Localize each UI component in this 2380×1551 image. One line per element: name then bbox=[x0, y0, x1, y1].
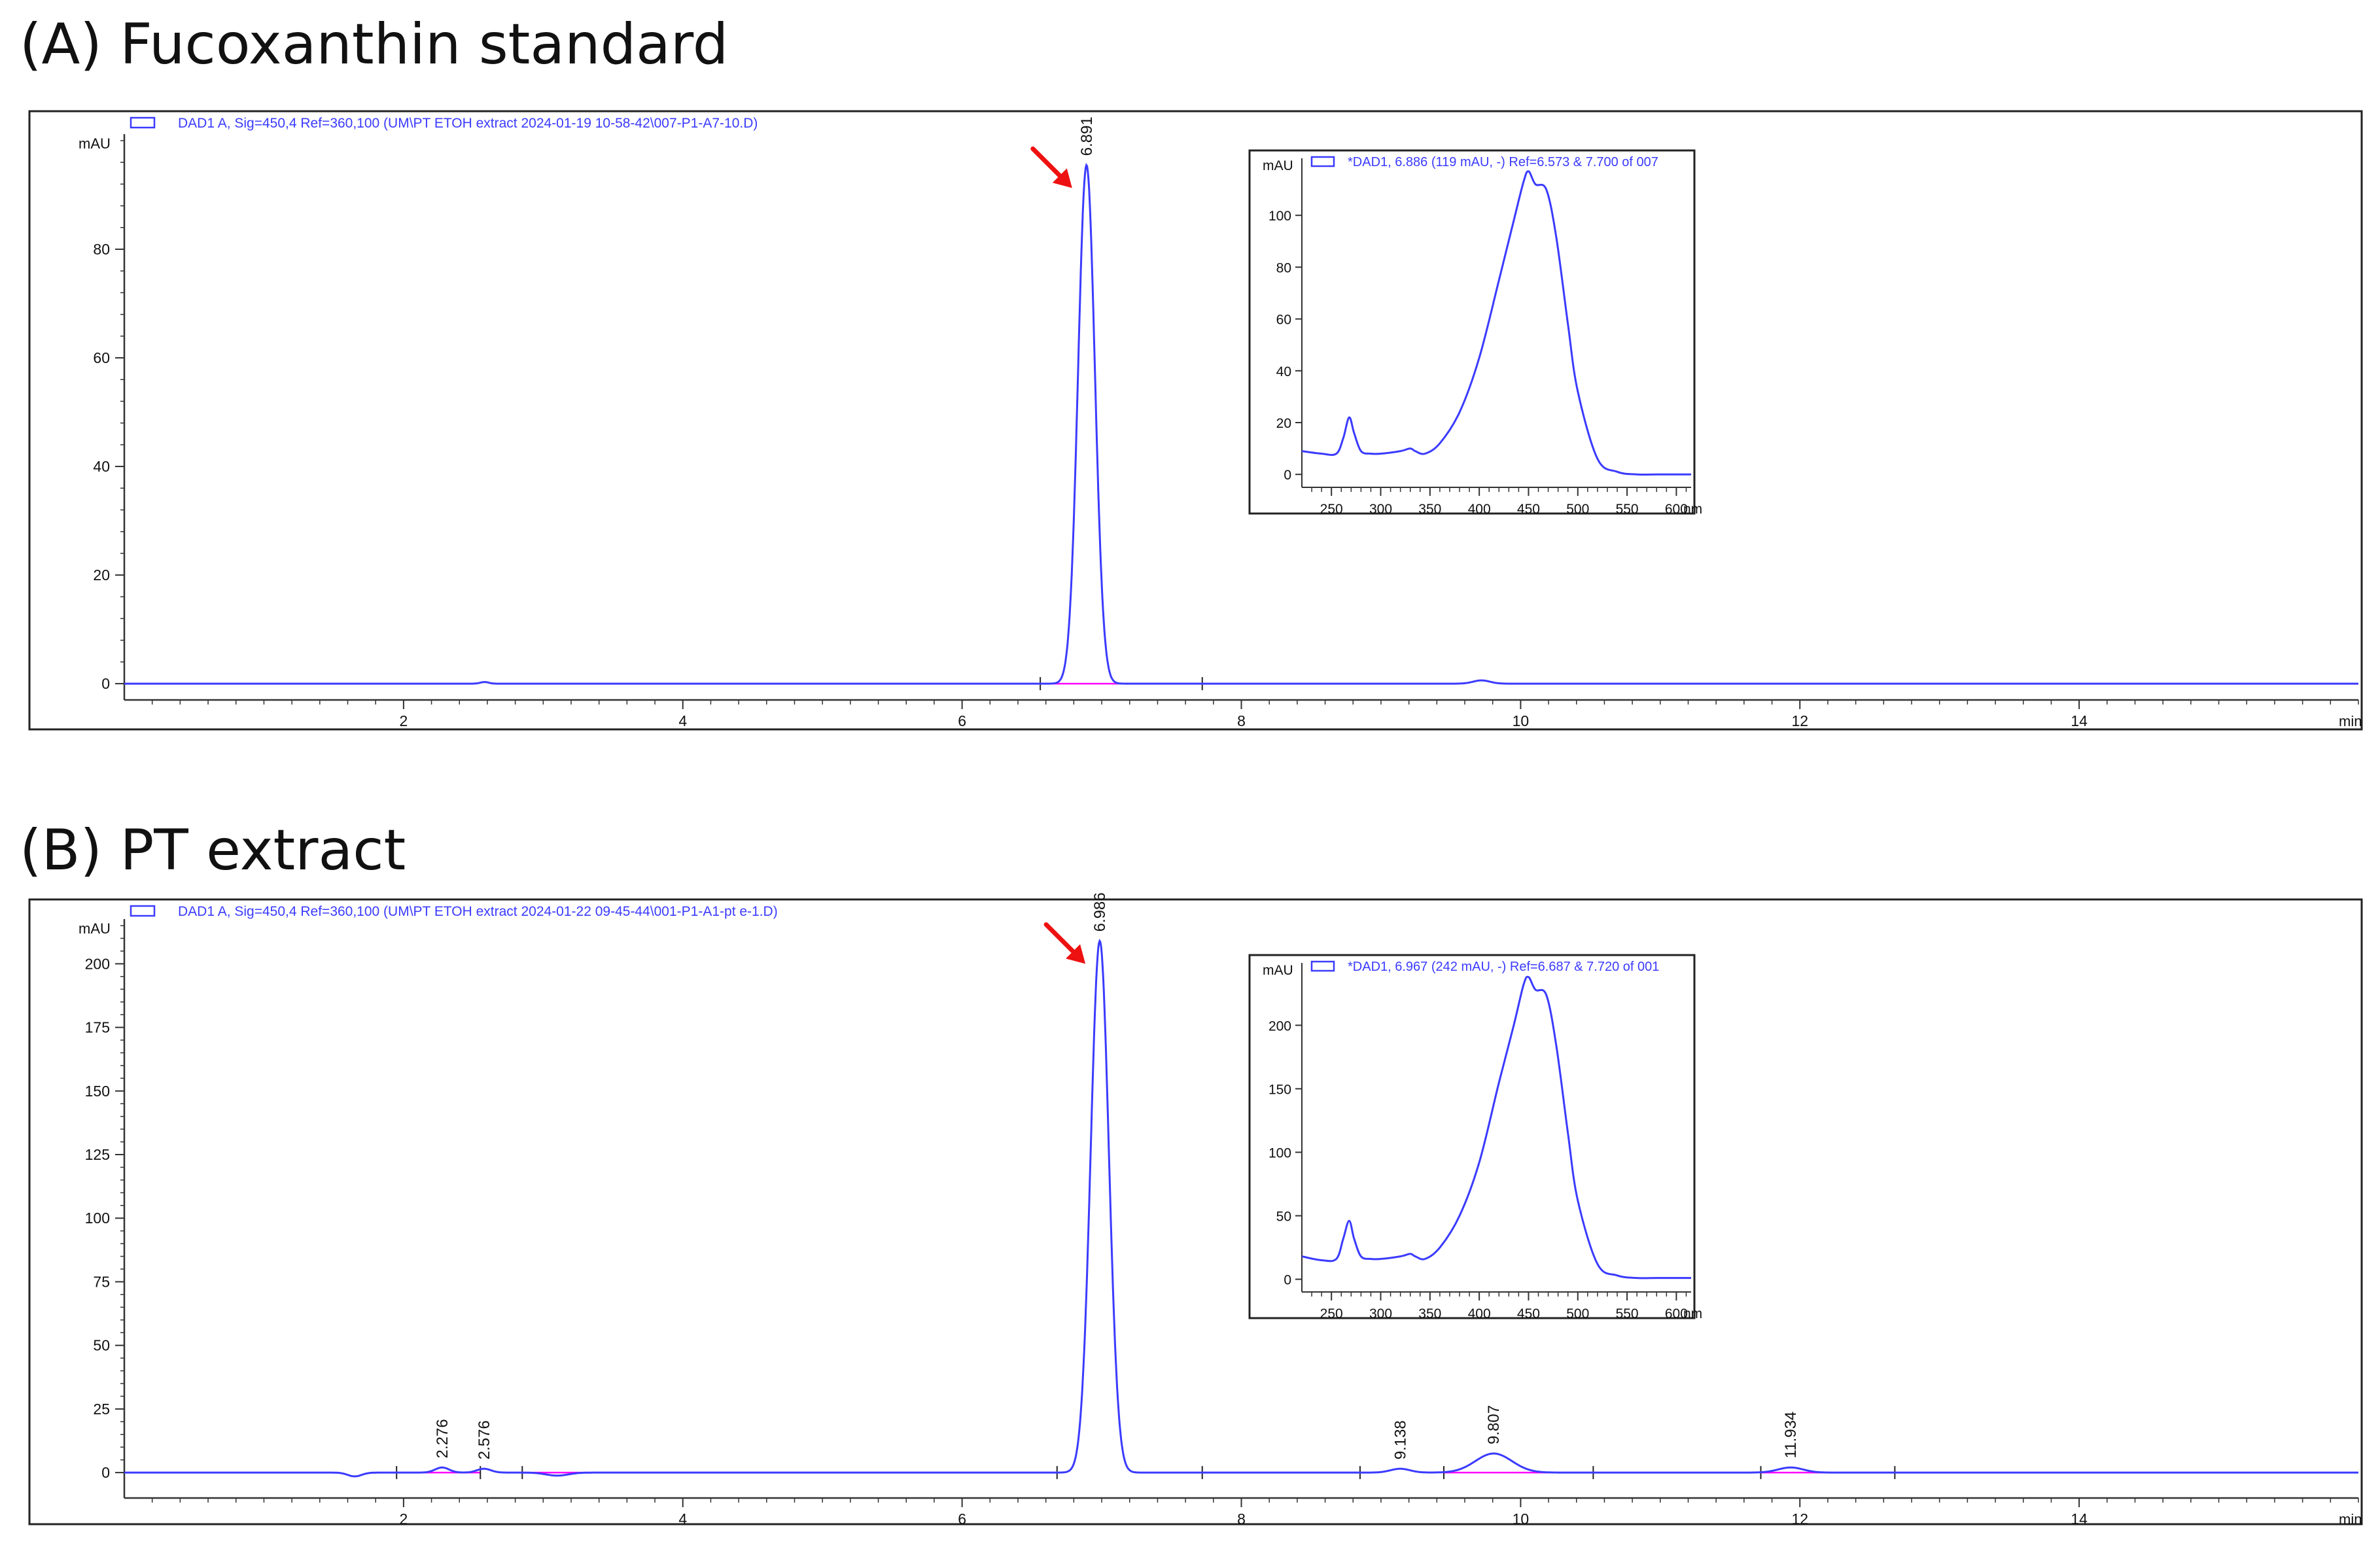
peak-label: 11.934 bbox=[1782, 1412, 1800, 1459]
y-tick-label: 50 bbox=[93, 1337, 110, 1354]
inset-y-axis-unit: mAU bbox=[1263, 158, 1293, 173]
y-tick-label: 125 bbox=[85, 1146, 110, 1163]
chromatogram-panel-b: DAD1 A, Sig=450,4 Ref=360,100 (UM\PT ETO… bbox=[28, 892, 2363, 1527]
y-tick-label: 100 bbox=[85, 1210, 110, 1227]
y-tick-label: 80 bbox=[93, 241, 110, 258]
peak-label: 9.807 bbox=[1485, 1405, 1503, 1444]
inset-x-tick-label: 400 bbox=[1468, 502, 1491, 517]
y-tick-label: 75 bbox=[93, 1273, 110, 1290]
y-tick-label: 0 bbox=[101, 675, 110, 692]
legend-swatch bbox=[130, 905, 156, 917]
x-tick-label: 6 bbox=[958, 1510, 966, 1527]
peak-label: 6.986 bbox=[1091, 892, 1109, 932]
inset-x-tick-label: 250 bbox=[1320, 502, 1343, 517]
y-tick-label: 40 bbox=[93, 458, 110, 475]
inset-x-tick-label: 250 bbox=[1320, 1306, 1343, 1321]
x-tick-label: 10 bbox=[1513, 1510, 1530, 1527]
inset-x-tick-label: 300 bbox=[1369, 502, 1392, 517]
x-tick-label: 12 bbox=[1791, 712, 1808, 729]
inset-x-tick-label: 600 bbox=[1665, 502, 1688, 517]
inset-x-tick-label: 550 bbox=[1616, 502, 1639, 517]
inset-x-tick-label: 450 bbox=[1517, 1306, 1540, 1321]
x-tick-label: 6 bbox=[958, 712, 966, 729]
inset-y-tick-label: 50 bbox=[1276, 1210, 1291, 1225]
panel-a-title: (A) Fucoxanthin standard bbox=[20, 12, 729, 77]
uv-spectrum-line bbox=[1301, 975, 1691, 1280]
x-tick-label: 14 bbox=[2071, 1510, 2088, 1527]
y-tick-label: 0 bbox=[101, 1464, 110, 1481]
inset-x-tick-label: 400 bbox=[1468, 1306, 1491, 1321]
inset-legend-swatch bbox=[1310, 156, 1335, 167]
x-axis-unit: min bbox=[2339, 713, 2362, 729]
y-tick-label: 150 bbox=[85, 1083, 110, 1100]
x-tick-label: 8 bbox=[1237, 712, 1246, 729]
inset-x-tick-label: 500 bbox=[1566, 502, 1589, 517]
inset-legend-text: *DAD1, 6.967 (242 mAU, -) Ref=6.687 & 7.… bbox=[1348, 960, 1659, 974]
x-axis-unit: min bbox=[2339, 1511, 2362, 1527]
inset-y-tick-label: 40 bbox=[1276, 364, 1291, 379]
inset-legend-text: *DAD1, 6.886 (119 mAU, -) Ref=6.573 & 7.… bbox=[1348, 155, 1658, 169]
chromatogram-panel-a: DAD1 A, Sig=450,4 Ref=360,100 (UM\PT ETO… bbox=[28, 110, 2363, 731]
inset-frame bbox=[1248, 954, 1696, 1319]
inset-frame bbox=[1248, 149, 1696, 515]
inset-x-tick-label: 350 bbox=[1418, 1306, 1441, 1321]
y-tick-label: 25 bbox=[93, 1401, 110, 1418]
inset-y-axis-unit: mAU bbox=[1263, 963, 1293, 978]
peak-label: 2.576 bbox=[476, 1420, 493, 1459]
chromatogram-trace bbox=[124, 938, 2358, 1478]
peak-label: 6.891 bbox=[1078, 116, 1096, 156]
peak-arrow-head bbox=[1052, 168, 1072, 188]
peak-arrow-head bbox=[1066, 944, 1086, 964]
inset-y-tick-label: 0 bbox=[1284, 1273, 1291, 1288]
x-tick-label: 10 bbox=[1513, 712, 1530, 729]
uv-spectrum-inset: *DAD1, 6.886 (119 mAU, -) Ref=6.573 & 7.… bbox=[1248, 149, 1702, 517]
chromatogram-frame bbox=[28, 110, 2363, 731]
inset-y-tick-label: 150 bbox=[1269, 1082, 1291, 1097]
legend-swatch bbox=[130, 116, 156, 129]
legend-text: DAD1 A, Sig=450,4 Ref=360,100 (UM\PT ETO… bbox=[178, 904, 778, 919]
inset-x-tick-label: 500 bbox=[1566, 1306, 1589, 1321]
chromatogram-frame bbox=[28, 898, 2363, 1525]
inset-y-tick-label: 60 bbox=[1276, 313, 1291, 328]
inset-y-tick-label: 100 bbox=[1269, 1145, 1291, 1160]
y-tick-label: 200 bbox=[85, 955, 110, 972]
uv-spectrum-inset: *DAD1, 6.967 (242 mAU, -) Ref=6.687 & 7.… bbox=[1248, 954, 1702, 1321]
inset-y-tick-label: 80 bbox=[1276, 260, 1291, 275]
inset-legend-swatch bbox=[1310, 960, 1335, 972]
inset-x-axis-unit: nm bbox=[1683, 502, 1702, 517]
x-tick-label: 2 bbox=[399, 1510, 408, 1527]
x-tick-label: 14 bbox=[2071, 712, 2088, 729]
uv-spectrum-line bbox=[1301, 170, 1691, 476]
x-tick-label: 2 bbox=[399, 712, 408, 729]
y-tick-label: 175 bbox=[85, 1019, 110, 1036]
inset-x-tick-label: 450 bbox=[1517, 502, 1540, 517]
y-axis-unit: mAU bbox=[79, 135, 111, 152]
inset-x-tick-label: 300 bbox=[1369, 1306, 1392, 1321]
peak-label: 2.276 bbox=[434, 1419, 451, 1458]
x-tick-label: 8 bbox=[1237, 1510, 1246, 1527]
inset-x-axis-unit: nm bbox=[1683, 1306, 1702, 1321]
x-tick-label: 4 bbox=[678, 1510, 687, 1527]
panel-b-title: (B) PT extract bbox=[20, 818, 406, 883]
peak-label: 9.138 bbox=[1391, 1420, 1409, 1459]
x-tick-label: 12 bbox=[1791, 1510, 1808, 1527]
inset-x-tick-label: 550 bbox=[1616, 1306, 1639, 1321]
x-tick-label: 4 bbox=[678, 712, 687, 729]
inset-y-tick-label: 100 bbox=[1269, 209, 1291, 224]
inset-x-tick-label: 350 bbox=[1418, 502, 1441, 517]
inset-y-tick-label: 0 bbox=[1284, 468, 1291, 483]
inset-x-tick-label: 600 bbox=[1665, 1306, 1688, 1321]
y-tick-label: 20 bbox=[93, 566, 110, 584]
legend-text: DAD1 A, Sig=450,4 Ref=360,100 (UM\PT ETO… bbox=[178, 116, 758, 131]
y-axis-unit: mAU bbox=[79, 920, 111, 937]
y-tick-label: 60 bbox=[93, 349, 110, 366]
chromatogram-trace bbox=[124, 163, 2358, 685]
inset-y-tick-label: 20 bbox=[1276, 416, 1291, 431]
inset-y-tick-label: 200 bbox=[1269, 1019, 1291, 1034]
